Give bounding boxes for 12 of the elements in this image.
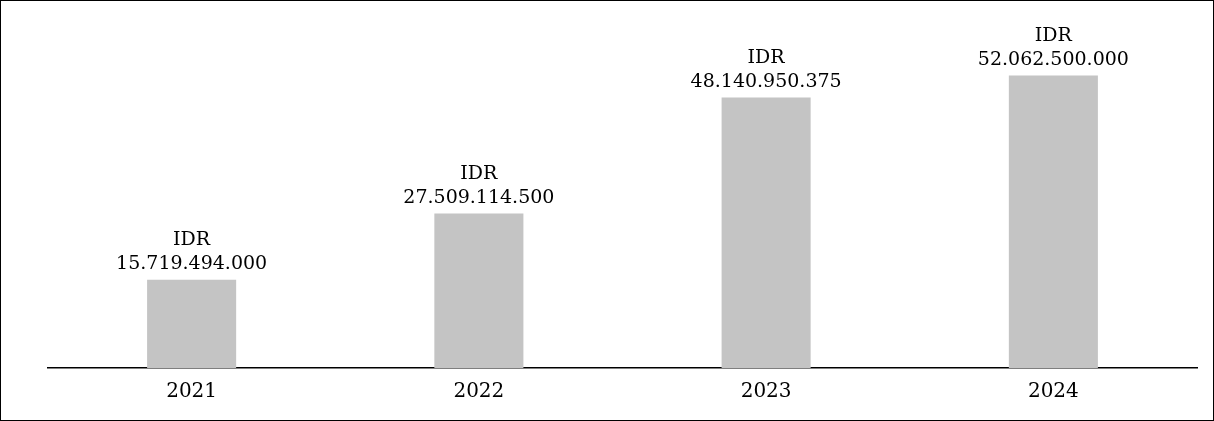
x-tick-label: 2023 <box>740 378 792 403</box>
x-tick-label: 2024 <box>1027 378 1079 403</box>
bar <box>147 279 237 368</box>
bar <box>1008 75 1098 368</box>
x-tick-label: 2022 <box>453 378 505 403</box>
x-tick-label: 2021 <box>166 378 218 403</box>
bar <box>721 97 811 368</box>
data-label: IDR 52.062.500.000 <box>977 22 1129 69</box>
data-label: IDR 48.140.950.375 <box>690 44 842 91</box>
data-label: IDR 15.719.494.000 <box>116 227 268 274</box>
bar <box>434 213 524 368</box>
data-label: IDR 27.509.114.500 <box>403 160 555 207</box>
